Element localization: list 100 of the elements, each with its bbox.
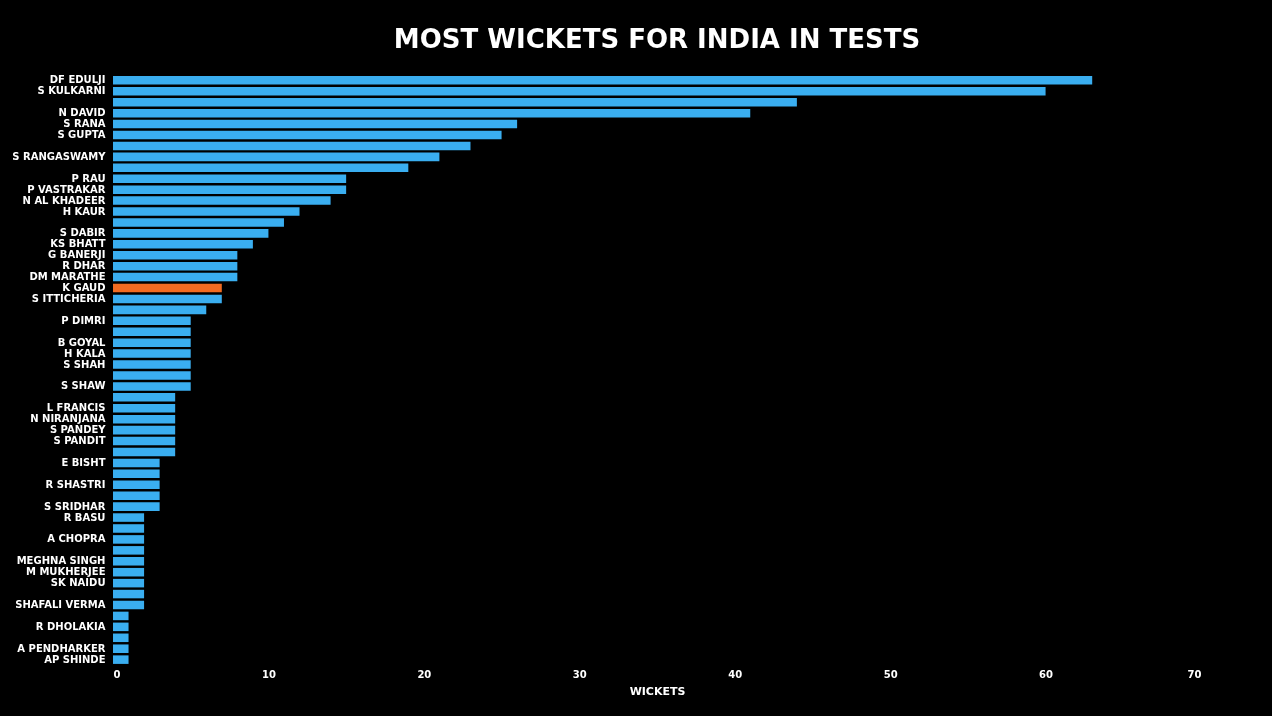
bar (113, 414, 176, 424)
bar (113, 578, 145, 588)
y-tick-label: R BASU (63, 511, 106, 523)
bar (113, 458, 160, 468)
bar (113, 261, 238, 271)
y-tick-label: B GOYAL (57, 336, 107, 348)
y-tick-label: P VASTRAKAR (27, 183, 106, 195)
y-tick-label: SHAFALI VERMA (15, 598, 106, 610)
y-tick-label: S SHAH (63, 358, 106, 370)
y-tick-label: DF EDULJI (49, 74, 106, 86)
bar (113, 633, 129, 643)
y-tick-label: S GUPTA (57, 129, 106, 141)
y-tick-label: R DHOLAKIA (35, 620, 106, 632)
y-tick-label: G BANERJI (48, 249, 106, 261)
y-tick-label: S DABIR (59, 227, 106, 239)
bar (113, 327, 191, 337)
y-tick-label: K GAUD (62, 282, 106, 294)
bar (113, 480, 160, 490)
x-tick-label: 10 (261, 668, 276, 680)
bar (113, 250, 238, 260)
chart-title: MOST WICKETS FOR INDIA IN TESTS (393, 23, 921, 54)
y-tick-label: S ITTICHERIA (31, 292, 106, 304)
y-tick-label: R SHASTRI (45, 478, 106, 490)
y-tick-label: E BISHT (61, 456, 106, 468)
y-tick-label: H KALA (64, 347, 106, 359)
x-axis-title: WICKETS (629, 684, 686, 698)
bar (113, 436, 176, 446)
bar (113, 371, 191, 380)
y-tick-label: H KAUR (62, 205, 106, 217)
x-tick-label: 40 (728, 668, 743, 680)
y-tick-label: P RAU (71, 172, 106, 184)
bar (113, 294, 222, 304)
y-tick-label: L FRANCIS (46, 402, 106, 414)
bar (113, 207, 300, 216)
bar (113, 338, 191, 347)
bar (113, 283, 222, 293)
bar (113, 491, 160, 500)
bar (113, 644, 129, 653)
x-tick-label: 30 (572, 668, 587, 680)
x-tick-label: 50 (883, 668, 898, 680)
bar (113, 502, 160, 511)
y-tick-label: MEGHNA SINGH (16, 555, 106, 567)
bar (113, 589, 145, 599)
y-tick-label: N NIRANJANA (30, 413, 106, 425)
y-tick-label: S SRIDHAR (44, 500, 106, 512)
bar (113, 360, 191, 369)
y-tick-label: S PANDEY (49, 424, 107, 436)
bar (113, 196, 331, 205)
bar (113, 382, 191, 391)
y-tick-label: S SHAW (60, 380, 106, 392)
bar (113, 272, 238, 282)
y-tick-label: N DAVID (58, 107, 106, 119)
bar (113, 469, 160, 479)
y-tick-label: A CHOPRA (47, 533, 106, 545)
bar (113, 163, 409, 173)
bar (113, 655, 129, 664)
bar (113, 141, 471, 151)
bar (113, 119, 518, 129)
bar (113, 403, 176, 413)
x-tick-label: 70 (1187, 668, 1202, 680)
y-tick-label: S PANDIT (53, 435, 106, 447)
y-tick-label: P DIMRI (61, 314, 106, 326)
y-tick-label: S RANA (63, 118, 106, 130)
bar (113, 557, 145, 566)
bar (113, 622, 129, 632)
y-tick-label: A PENDHARKER (17, 642, 106, 654)
bar (113, 229, 269, 238)
y-tick-label: S RANGASWAMY (12, 150, 107, 162)
y-tick-label: DM MARATHE (29, 271, 106, 283)
bar (113, 240, 253, 249)
x-tick-label: 0 (113, 668, 121, 680)
y-tick-label: SK NAIDU (50, 577, 106, 589)
bar (113, 447, 176, 457)
bar (113, 97, 797, 107)
bar (113, 611, 129, 621)
bar (113, 600, 145, 610)
y-tick-label: N AL KHADEER (22, 194, 106, 206)
x-tick-label: 60 (1039, 668, 1054, 680)
bar (113, 546, 145, 555)
bar (113, 316, 191, 326)
bar (113, 567, 145, 577)
y-tick-label: S KULKARNI (37, 85, 106, 97)
y-tick-label: M MUKHERJEE (25, 566, 106, 578)
bar (113, 76, 1093, 85)
bar (113, 218, 284, 227)
bar (113, 152, 440, 162)
bar (113, 535, 145, 544)
x-tick-label: 20 (417, 668, 432, 680)
bar (113, 524, 145, 533)
bar (113, 130, 502, 140)
bar (113, 513, 145, 522)
bar (113, 87, 1046, 96)
y-tick-label: AP SHINDE (44, 653, 106, 665)
bar (113, 393, 176, 402)
bar (113, 425, 176, 435)
y-tick-label: R DHAR (62, 260, 106, 272)
bar (113, 185, 347, 194)
bar (113, 174, 347, 183)
bar (113, 349, 191, 358)
y-tick-label: KS BHATT (50, 238, 106, 250)
